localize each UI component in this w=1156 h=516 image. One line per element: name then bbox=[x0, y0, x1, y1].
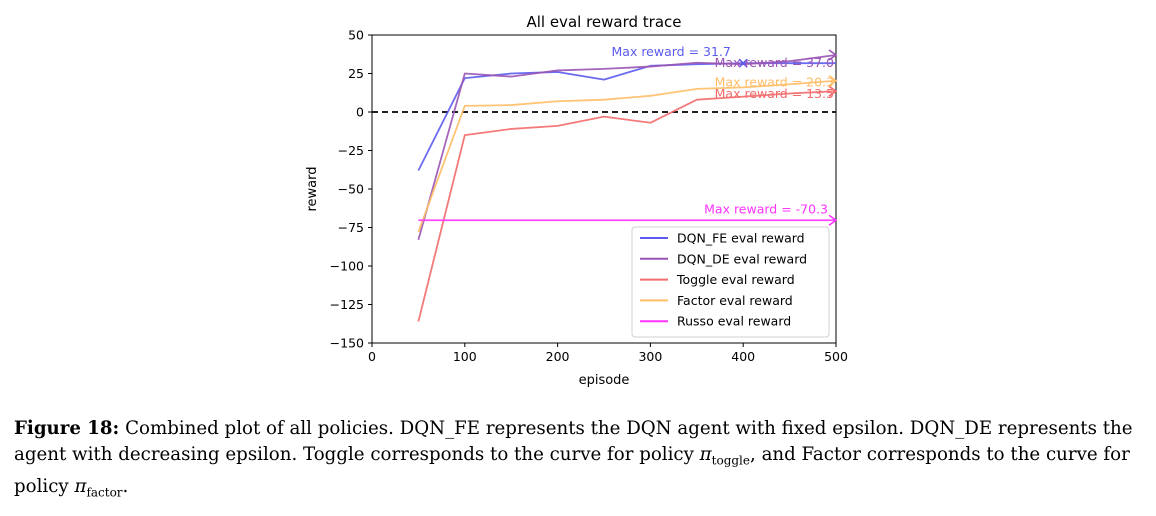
x-tick-label: 0 bbox=[368, 349, 376, 364]
legend-label: Russo eval reward bbox=[677, 314, 791, 329]
max-reward-annotation: Max reward = -70.3 bbox=[704, 201, 828, 216]
figure-caption: Figure 18: Combined plot of all policies… bbox=[14, 416, 1144, 505]
y-tick-label: −125 bbox=[330, 297, 364, 312]
x-tick-label: 400 bbox=[731, 349, 755, 364]
max-marker-arrow bbox=[828, 49, 838, 61]
legend: DQN_FE eval reward DQN_DE eval reward Togg… bbox=[631, 226, 830, 338]
x-axis-label: episode bbox=[579, 373, 630, 388]
y-tick-label: −25 bbox=[338, 143, 364, 158]
max-reward-annotation: Max reward = 13.5 bbox=[715, 86, 834, 101]
legend-label: DQN_DE eval reward bbox=[677, 251, 807, 266]
x-tick-label: 500 bbox=[824, 349, 848, 364]
max-reward-annotation: Max reward = 37.0 bbox=[715, 55, 834, 70]
y-tick-label: 25 bbox=[348, 66, 364, 81]
max-marker-arrow bbox=[828, 214, 838, 226]
series-group bbox=[372, 54, 836, 322]
legend-box bbox=[631, 226, 830, 338]
y-tick-label: −75 bbox=[338, 220, 364, 235]
max-reward-annotation: Max reward = 31.7 bbox=[612, 44, 731, 59]
caption-subscript-factor: factor bbox=[86, 485, 123, 500]
x-tick-label: 200 bbox=[546, 349, 570, 364]
plot-area: 0 100 200 300 400 500 50 25 0 −25 −50 −75 −100 −125 −1… bbox=[330, 28, 848, 365]
x-tick-label: 300 bbox=[638, 349, 662, 364]
legend-label: Toggle eval reward bbox=[676, 272, 795, 287]
series-line-4 bbox=[417, 79, 836, 233]
caption-subscript-toggle: toggle bbox=[711, 453, 750, 468]
y-tick-label: −50 bbox=[338, 182, 364, 197]
chart-title: All eval reward trace bbox=[526, 13, 681, 31]
y-tick-label: 0 bbox=[356, 105, 364, 120]
max-marker-x bbox=[738, 58, 748, 68]
y-tick-label: −100 bbox=[330, 259, 364, 274]
max-reward-annotation: Max reward = 20.3 bbox=[715, 75, 834, 90]
legend-label: DQN_FE eval reward bbox=[677, 231, 805, 246]
pi-symbol: π bbox=[74, 475, 87, 497]
caption-text: Combined plot of all policies. DQN_FE re… bbox=[14, 418, 1133, 465]
pi-symbol: π bbox=[699, 444, 712, 465]
legend-label: Factor eval reward bbox=[677, 293, 793, 308]
y-tick-label: 50 bbox=[348, 28, 364, 43]
x-tick-label: 100 bbox=[453, 349, 477, 364]
caption-label: Figure 18: bbox=[14, 418, 120, 439]
series-line-3 bbox=[417, 90, 836, 322]
y-axis-label: reward bbox=[305, 166, 320, 211]
series-line-2 bbox=[417, 54, 836, 241]
max-marker-arrow bbox=[828, 85, 838, 97]
caption-text: , and Factor corresponds to the curve fo… bbox=[14, 444, 1130, 497]
max-marker-arrow bbox=[828, 75, 838, 87]
caption-text: . bbox=[122, 475, 129, 497]
y-tick-label: −150 bbox=[330, 336, 364, 351]
chart-figure: All eval reward trace 0 100 200 300 400 50050… bbox=[305, 13, 848, 388]
